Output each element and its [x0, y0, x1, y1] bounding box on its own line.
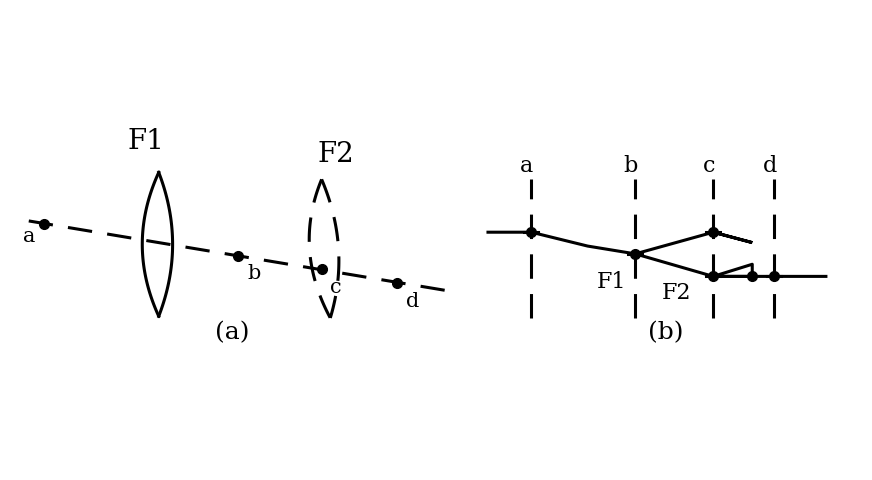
Text: c: c	[330, 278, 342, 297]
Text: c: c	[703, 156, 715, 178]
Text: b: b	[247, 264, 261, 283]
Text: F2: F2	[662, 282, 691, 304]
Text: (a): (a)	[215, 322, 249, 345]
Text: F2: F2	[318, 141, 355, 168]
Text: (b): (b)	[648, 322, 684, 345]
Text: d: d	[405, 292, 419, 311]
Text: d: d	[762, 156, 777, 178]
Text: F1: F1	[597, 271, 627, 293]
Text: b: b	[623, 156, 638, 178]
Text: a: a	[521, 156, 534, 178]
Text: a: a	[23, 227, 35, 246]
Text: F1: F1	[127, 128, 164, 155]
